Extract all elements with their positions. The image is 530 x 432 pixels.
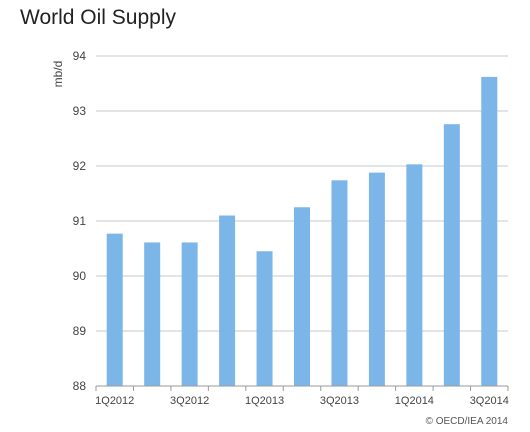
y-tick-label: 92 xyxy=(73,159,87,173)
y-tick-label: 90 xyxy=(73,269,87,283)
bar-1Q2013 xyxy=(256,251,273,386)
chart-title: World Oil Supply xyxy=(20,6,177,29)
bar-1Q2014 xyxy=(406,164,423,386)
y-tick-label: 91 xyxy=(73,214,87,228)
credit-text: © OECD/IEA 2014 xyxy=(426,416,509,427)
x-tick-labels: 1Q2012 3Q2012 1Q2013 3Q2013 1Q2014 3Q2014 xyxy=(95,395,509,407)
bar-2Q2014 xyxy=(443,124,460,386)
bar-3Q2012 xyxy=(181,242,198,386)
axes xyxy=(95,385,509,391)
bars xyxy=(106,76,498,387)
bar-2Q2013 xyxy=(294,207,310,386)
bar-2Q2012 xyxy=(144,242,161,386)
y-tick-labels: 88 89 90 91 92 93 94 xyxy=(73,49,87,393)
y-tick-label: 94 xyxy=(73,49,87,63)
x-tick-label: 1Q2013 xyxy=(245,395,284,407)
x-tick-label: 3Q2014 xyxy=(470,395,509,407)
y-axis-label: mb/d xyxy=(51,61,65,88)
x-tick-label: 3Q2013 xyxy=(320,395,359,407)
y-tick-label: 88 xyxy=(73,379,87,393)
bar-3Q2014 xyxy=(481,76,498,387)
bar-4Q2012 xyxy=(219,215,236,386)
x-tick-label: 1Q2014 xyxy=(395,395,434,407)
bar-4Q2013 xyxy=(368,172,385,386)
x-tick-label: 1Q2012 xyxy=(95,395,134,407)
bar-3Q2013 xyxy=(331,180,348,386)
x-tick-label: 3Q2012 xyxy=(170,395,209,407)
y-tick-label: 89 xyxy=(73,324,87,338)
y-tick-label: 93 xyxy=(73,104,87,118)
bar-1Q2012 xyxy=(106,233,123,386)
